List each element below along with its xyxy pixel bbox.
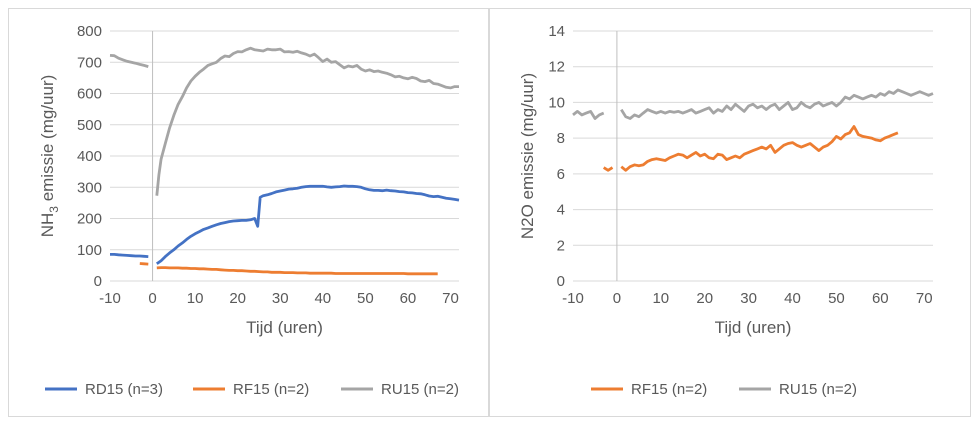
x-tick-label: 0 xyxy=(148,290,156,307)
y-tick-label: 500 xyxy=(77,117,102,134)
y-tick-label: 600 xyxy=(77,86,102,103)
x-tick-label: 30 xyxy=(272,290,289,307)
series-line xyxy=(620,88,934,120)
legend: RF15 (n=2) RU15 (n=2) xyxy=(591,381,857,398)
series-line xyxy=(139,262,149,266)
y-tick-label: 300 xyxy=(77,179,102,196)
y-axis-label: N2O emissie (mg/uur) xyxy=(518,73,537,239)
legend: RD15 (n=3) RF15 (n=2) RU15 (n=2) xyxy=(45,381,459,398)
y-tick-label: 100 xyxy=(77,242,102,259)
gridlines xyxy=(110,30,459,251)
x-tick-label: 40 xyxy=(314,290,331,307)
y-tick-label: 4 xyxy=(557,202,565,219)
x-tick-label: 10 xyxy=(187,290,204,307)
x-tick-label: 40 xyxy=(784,290,801,307)
legend-label: RF15 (n=2) xyxy=(631,381,707,398)
x-tick-label: 70 xyxy=(916,290,933,307)
y-tick-label: 2 xyxy=(557,237,565,254)
series-rd15 xyxy=(110,184,460,265)
x-tick-label: 60 xyxy=(400,290,417,307)
y-axis-label: NH3 emissie (mg/uur) xyxy=(38,75,61,238)
series-line xyxy=(620,125,899,172)
series-line xyxy=(156,266,438,276)
series-line xyxy=(572,110,605,120)
y-tick-label: 0 xyxy=(557,273,565,290)
y-tick-label: 6 xyxy=(557,166,565,183)
nh3-chart-panel: 0 100 200 300 400 500 600 700 800 -10 0 10 20 30 40 50 6… xyxy=(8,8,489,417)
legend-item: RF15 (n=2) xyxy=(591,381,707,398)
y-tick-label: 10 xyxy=(548,94,565,111)
legend-item: RU15 (n=2) xyxy=(739,381,857,398)
legend-item: RF15 (n=2) xyxy=(193,381,309,398)
x-tick-label: -10 xyxy=(99,290,121,307)
y-tick-label: 800 xyxy=(77,23,102,40)
legend-label: RF15 (n=2) xyxy=(233,381,309,398)
legend-label: RD15 (n=3) xyxy=(85,381,163,398)
x-tick-label: 70 xyxy=(442,290,459,307)
x-axis-label: Tijd (uren) xyxy=(246,318,323,337)
x-axis-label: Tijd (uren) xyxy=(715,318,792,337)
x-tick-label: 30 xyxy=(740,290,757,307)
x-tick-label: 0 xyxy=(613,290,621,307)
y-tick-label: 12 xyxy=(548,59,565,76)
y-tick-label: 400 xyxy=(77,148,102,165)
y-tick-label: 700 xyxy=(77,54,102,71)
series-line xyxy=(109,54,149,68)
x-tick-label: 60 xyxy=(872,290,889,307)
x-tick-label: 50 xyxy=(828,290,845,307)
series-rf15 xyxy=(602,125,899,172)
gridlines xyxy=(573,30,933,246)
y-tick-label: 0 xyxy=(94,273,102,290)
x-tick-label: 50 xyxy=(357,290,374,307)
legend-item: RD15 (n=3) xyxy=(45,381,163,398)
series-rf15 xyxy=(139,262,438,276)
y-tick-label: 8 xyxy=(557,130,565,147)
y-tick-label: 200 xyxy=(77,211,102,228)
legend-item: RU15 (n=2) xyxy=(341,381,459,398)
x-tick-label: 20 xyxy=(696,290,713,307)
series-ru15 xyxy=(572,88,934,120)
x-tick-label: -10 xyxy=(562,290,584,307)
x-tick-label: 10 xyxy=(652,290,669,307)
series-line xyxy=(155,184,460,265)
x-tick-label: 20 xyxy=(229,290,246,307)
series-line xyxy=(155,46,459,196)
y-tick-label: 14 xyxy=(548,23,565,40)
legend-label: RU15 (n=2) xyxy=(381,381,459,398)
series-line xyxy=(110,253,149,258)
n2o-chart-panel: 0 2 4 6 8 10 12 14 -10 0 10 20 30 40 50 60 70 Tijd (uren)… xyxy=(489,8,971,417)
series-line xyxy=(602,166,614,172)
series-ru15 xyxy=(109,46,459,196)
legend-label: RU15 (n=2) xyxy=(779,381,857,398)
